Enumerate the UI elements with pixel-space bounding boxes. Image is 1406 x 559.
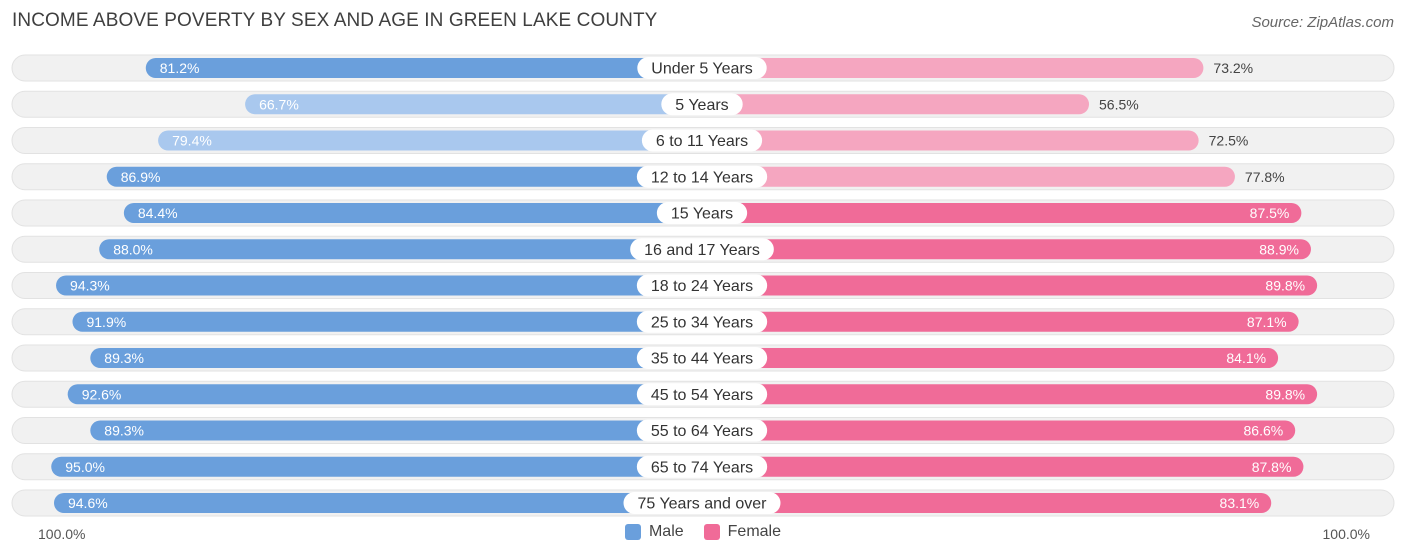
bar-female-75-years-and-over[interactable] bbox=[702, 493, 1272, 513]
bar-female-under-5-years[interactable] bbox=[702, 58, 1204, 78]
category-pill-15-years bbox=[656, 202, 748, 224]
value-label-male-12-to-14-years: 86.9% bbox=[121, 169, 161, 185]
category-label-6-to-11-years: 6 to 11 Years bbox=[656, 133, 748, 150]
value-label-female-16-and-17-years: 88.9% bbox=[1259, 241, 1299, 257]
bar-male-16-and-17-years[interactable] bbox=[99, 239, 702, 260]
value-label-female-45-to-54-years: 89.8% bbox=[1265, 386, 1305, 402]
bar-female-45-to-54-years[interactable] bbox=[702, 384, 1318, 405]
category-label-65-to-74-years: 65 to 74 Years bbox=[651, 459, 753, 476]
category-pill-16-and-17-years bbox=[630, 238, 774, 261]
value-label-male-75-years-and-over: 94.6% bbox=[68, 495, 108, 511]
bar-male-75-years-and-over[interactable] bbox=[53, 493, 703, 513]
value-label-male-18-to-24-years: 94.3% bbox=[70, 278, 110, 294]
bar-female-15-years[interactable] bbox=[702, 203, 1302, 223]
legend: Male Female bbox=[0, 523, 1406, 541]
bar-female-25-to-34-years[interactable] bbox=[702, 311, 1299, 332]
value-label-male-25-to-34-years: 91.9% bbox=[86, 314, 126, 330]
category-label-25-to-34-years: 25 to 34 Years bbox=[651, 314, 753, 331]
bar-female-6-to-11-years[interactable] bbox=[702, 130, 1199, 151]
category-label-55-to-64-years: 55 to 64 Years bbox=[651, 423, 753, 440]
category-pill-18-to-24-years bbox=[636, 274, 768, 297]
category-label-15-years: 15 Years bbox=[671, 206, 733, 223]
value-label-female-6-to-11-years: 72.5% bbox=[1209, 133, 1249, 149]
bar-male-15-years[interactable] bbox=[123, 203, 703, 223]
category-label-35-to-44-years: 35 to 44 Years bbox=[651, 351, 753, 368]
value-label-female-15-years: 87.5% bbox=[1250, 205, 1290, 221]
value-label-male-55-to-64-years: 89.3% bbox=[104, 423, 144, 439]
category-label-5-years: 5 Years bbox=[675, 97, 728, 114]
bar-male-45-to-54-years[interactable] bbox=[67, 384, 702, 405]
value-label-female-55-to-64-years: 86.6% bbox=[1244, 423, 1284, 439]
bar-male-55-to-64-years[interactable] bbox=[90, 420, 703, 441]
legend-swatch-female bbox=[703, 524, 720, 540]
value-label-male-16-and-17-years: 88.0% bbox=[113, 241, 153, 257]
category-label-45-to-54-years: 45 to 54 Years bbox=[651, 387, 753, 404]
bar-female-5-years[interactable] bbox=[702, 94, 1090, 115]
value-label-female-25-to-34-years: 87.1% bbox=[1247, 314, 1287, 330]
value-label-male-5-years: 66.7% bbox=[259, 96, 299, 112]
value-label-male-65-to-74-years: 95.0% bbox=[65, 459, 105, 475]
value-label-male-under-5-years: 81.2% bbox=[160, 60, 200, 76]
axis-right-label: 100.0% bbox=[1322, 526, 1370, 542]
bar-male-under-5-years[interactable] bbox=[145, 58, 702, 78]
value-label-female-35-to-44-years: 84.1% bbox=[1226, 350, 1266, 366]
value-label-male-35-to-44-years: 89.3% bbox=[104, 350, 144, 366]
category-pill-35-to-44-years bbox=[636, 347, 768, 369]
bar-male-12-to-14-years[interactable] bbox=[106, 166, 703, 187]
category-pill-45-to-54-years bbox=[636, 383, 768, 406]
category-pill-65-to-74-years bbox=[636, 455, 768, 478]
bar-male-35-to-44-years[interactable] bbox=[90, 348, 703, 368]
legend-swatch-male bbox=[624, 524, 641, 540]
category-pill-under-5-years bbox=[637, 57, 767, 79]
bar-male-25-to-34-years[interactable] bbox=[72, 311, 703, 332]
bar-male-5-years[interactable] bbox=[245, 94, 703, 115]
value-label-female-5-years: 56.5% bbox=[1099, 96, 1139, 112]
value-label-female-65-to-74-years: 87.8% bbox=[1252, 459, 1292, 475]
bar-female-12-to-14-years[interactable] bbox=[702, 166, 1235, 187]
category-pill-75-years-and-over bbox=[623, 492, 781, 514]
bar-female-18-to-24-years[interactable] bbox=[702, 275, 1318, 296]
value-label-female-under-5-years: 73.2% bbox=[1213, 60, 1253, 76]
value-label-female-75-years-and-over: 83.1% bbox=[1220, 495, 1260, 511]
bar-female-35-to-44-years[interactable] bbox=[702, 348, 1279, 368]
value-label-male-15-years: 84.4% bbox=[138, 205, 178, 221]
axis-left-label: 100.0% bbox=[38, 526, 86, 542]
legend-item-male[interactable]: Male bbox=[624, 523, 684, 541]
bar-female-16-and-17-years[interactable] bbox=[702, 239, 1311, 260]
bar-female-65-to-74-years[interactable] bbox=[702, 456, 1304, 477]
legend-label-male: Male bbox=[648, 523, 684, 540]
category-label-12-to-14-years: 12 to 14 Years bbox=[651, 169, 753, 186]
legend-item-female[interactable]: Female bbox=[703, 523, 782, 541]
category-pill-5-years bbox=[661, 93, 743, 116]
value-label-male-45-to-54-years: 92.6% bbox=[82, 386, 122, 402]
category-label-16-and-17-years: 16 and 17 Years bbox=[644, 242, 760, 259]
category-label-18-to-24-years: 18 to 24 Years bbox=[651, 278, 753, 295]
value-label-male-6-to-11-years: 79.4% bbox=[172, 133, 212, 149]
legend-label-female: Female bbox=[727, 523, 782, 540]
category-label-under-5-years: Under 5 Years bbox=[651, 61, 752, 78]
bar-male-18-to-24-years[interactable] bbox=[56, 275, 703, 296]
source-note: Source: ZipAtlas.com bbox=[1251, 14, 1394, 31]
chart-area: 81.2% 73.2% Under 5 Years 66.7% 56.5% 5 Years… bbox=[11, 54, 1395, 517]
category-pill-12-to-14-years bbox=[636, 165, 768, 188]
bar-male-65-to-74-years[interactable] bbox=[51, 456, 702, 477]
category-pill-55-to-64-years bbox=[636, 419, 768, 442]
bar-female-55-to-64-years[interactable] bbox=[702, 420, 1296, 441]
value-label-female-18-to-24-years: 89.8% bbox=[1265, 278, 1305, 294]
category-pill-25-to-34-years bbox=[636, 310, 768, 333]
bar-male-6-to-11-years[interactable] bbox=[158, 130, 703, 151]
chart-title: INCOME ABOVE POVERTY BY SEX AND AGE IN G… bbox=[12, 10, 658, 31]
category-label-75-years-and-over: 75 Years and over bbox=[638, 496, 768, 513]
category-pill-6-to-11-years bbox=[641, 129, 763, 152]
value-label-female-12-to-14-years: 77.8% bbox=[1245, 169, 1285, 185]
